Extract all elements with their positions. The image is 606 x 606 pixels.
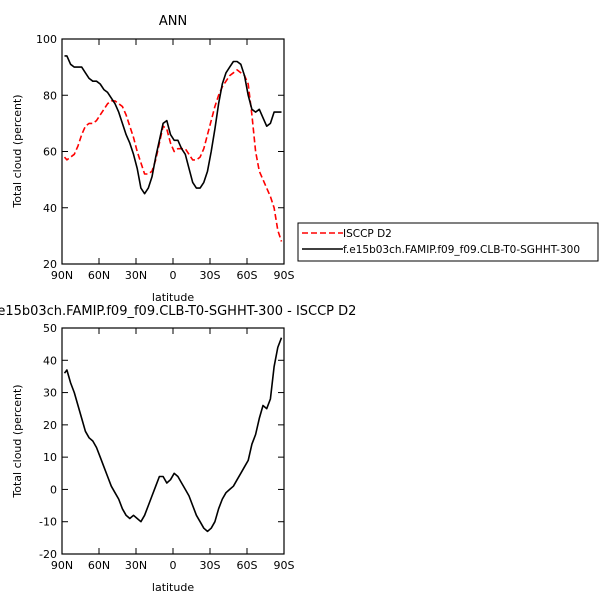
bottom-chart-x-axis-label: latitude [152, 581, 194, 594]
bottom-chart: f.e15b03ch.FAMIP.f09_f09.CLB-T0-SGHHT-30… [0, 304, 356, 594]
bot-y-tick-label: 0 [50, 483, 57, 496]
bottom-chart-series [63, 337, 283, 533]
legend-label-model: f.e15b03ch.FAMIP.f09_f09.CLB-T0-SGHHT-30… [343, 244, 580, 256]
bot-y-tick-label: 10 [43, 451, 57, 464]
bot-y-tick-label: 50 [43, 322, 57, 335]
bot-y-tick-label: -20 [39, 548, 57, 561]
top-x-tick-label: 60N [88, 269, 110, 282]
top-x-tick-label: 90S [274, 269, 295, 282]
top-x-tick-label: 60S [237, 269, 258, 282]
top-y-tick-label: 80 [43, 89, 57, 102]
top-chart-series [63, 55, 283, 242]
bot-y-tick-label: 40 [43, 354, 57, 367]
bot-y-tick-label: 30 [43, 387, 57, 400]
bot-x-tick-label: 30S [200, 559, 221, 572]
top-x-tick-label: 90N [51, 269, 73, 282]
top-y-tick-label: 60 [43, 146, 57, 159]
bot-y-tick-label: -10 [39, 516, 57, 529]
top-chart-y-axis-label: Total cloud (percent) [11, 94, 24, 208]
top-x-tick-label: 0 [170, 269, 177, 282]
top-x-tick-label: 30N [125, 269, 147, 282]
bottom-chart-title: f.e15b03ch.FAMIP.f09_f09.CLB-T0-SGHHT-30… [0, 304, 356, 319]
top-chart-title: ANN [159, 14, 187, 29]
top-series-line-1 [64, 55, 282, 195]
legend-label-isccp: ISCCP D2 [343, 228, 392, 240]
top-chart-x-axis-label: latitude [152, 291, 194, 304]
top-y-tick-label: 40 [43, 202, 57, 215]
legend-frame [297, 222, 599, 262]
bot-series-line-0 [63, 337, 283, 533]
bot-x-tick-label: 60N [88, 559, 110, 572]
bot-x-tick-label: 30N [125, 559, 147, 572]
bottom-chart-plot-frame [61, 327, 285, 555]
legend: ISCCP D2 f.e15b03ch.FAMIP.f09_f09.CLB-T0… [297, 222, 599, 262]
top-chart-x-axis: 90N 60N 30N 0 30S 60S 90S [51, 39, 295, 282]
top-chart-y-axis: 20 40 60 80 100 [36, 33, 284, 271]
bot-y-tick-label: 20 [43, 419, 57, 432]
bot-x-tick-label: 90N [51, 559, 73, 572]
top-chart: ANN 20 40 60 80 100 90N 60N 30N 0 30S 60S 90S lati… [11, 14, 295, 304]
top-y-tick-label: 100 [36, 33, 57, 46]
bot-x-tick-label: 60S [237, 559, 258, 572]
top-x-tick-label: 30S [200, 269, 221, 282]
bottom-chart-y-axis-label: Total cloud (percent) [11, 384, 24, 498]
bottom-chart-x-axis: 90N 60N 30N 0 30S 60S 90S [51, 328, 295, 572]
bot-x-tick-label: 0 [170, 559, 177, 572]
bottom-chart-y-axis: -20 -10 0 10 20 30 40 50 [39, 322, 284, 561]
bot-x-tick-label: 90S [274, 559, 295, 572]
top-chart-plot-frame [61, 38, 285, 265]
top-y-tick-label: 20 [43, 258, 57, 271]
